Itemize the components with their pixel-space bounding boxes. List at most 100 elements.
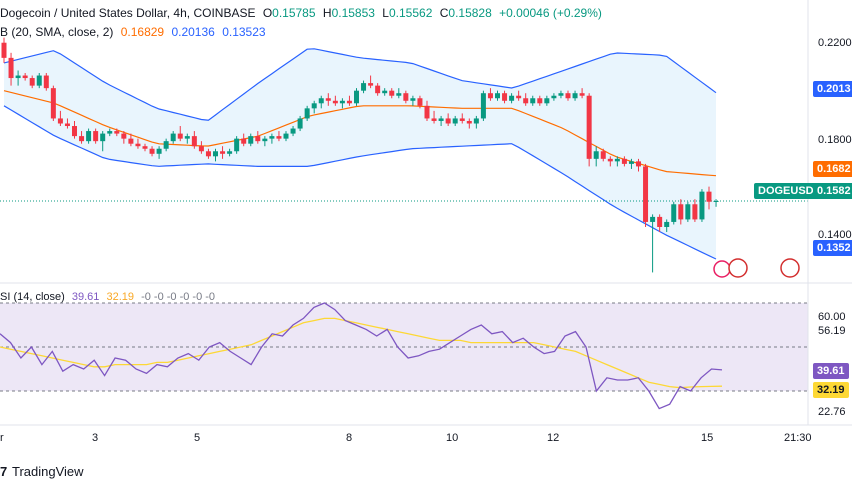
candle-body — [396, 93, 402, 96]
branding-text: TradingView — [12, 464, 84, 479]
candle-body — [424, 105, 430, 119]
bb-upper-line — [3, 48, 717, 121]
symbol-header: Dogecoin / United States Dollar, 4h, COI… — [0, 6, 606, 20]
us-flag-event-icon — [780, 258, 800, 278]
candle-body — [128, 138, 134, 144]
x-tick-0: r — [0, 432, 4, 444]
price-tick-0: 0.2200 — [818, 37, 852, 49]
candle-body — [325, 98, 331, 101]
candle-body — [64, 123, 70, 127]
symbol-title: Dogecoin / United States Dollar, 4h, COI… — [0, 6, 256, 20]
candle-body — [304, 108, 310, 119]
candle-body — [198, 146, 204, 152]
candle-body — [15, 75, 21, 79]
candle-body — [269, 136, 275, 139]
candle-body — [452, 118, 458, 124]
candle-body — [1, 42, 7, 58]
candle-body — [184, 136, 190, 139]
candle-body — [332, 100, 338, 104]
candle-body — [339, 100, 345, 104]
bb-lower-value: 0.13523 — [222, 25, 266, 39]
last-price-tag: 0.1582 — [813, 183, 852, 199]
rsi-header: SI (14, close) 39.61 32.19 -0 -0 -0 -0 -… — [0, 291, 219, 303]
rsi-ma-tag: 32.19 — [813, 382, 849, 398]
candle-body — [593, 151, 599, 159]
candle-body — [86, 131, 92, 142]
rsi-ma-value: 32.19 — [106, 291, 134, 303]
candle-body — [579, 93, 585, 96]
candle-body — [248, 136, 254, 144]
candle-body — [459, 118, 465, 121]
rsi-label: SI (14, close) — [0, 291, 65, 303]
candle-body — [473, 118, 479, 124]
change-value: +0.00046 (+0.29%) — [499, 6, 602, 20]
candle-body — [43, 75, 49, 89]
upper-band-tag: 0.2013 — [813, 81, 852, 97]
close-label: C — [439, 6, 449, 20]
candle-body — [72, 126, 77, 137]
candle-body — [699, 191, 705, 220]
us-flag-event-icon — [728, 258, 748, 278]
candle-body — [495, 93, 500, 99]
candle-body — [241, 138, 247, 144]
candle-body — [466, 120, 472, 124]
candle-body — [283, 133, 289, 139]
rsi-extra-values: -0 -0 -0 -0 -0 -0 — [141, 291, 216, 303]
candle-body — [713, 200, 719, 202]
x-tick-4: 10 — [446, 432, 459, 444]
candle-body — [523, 98, 529, 104]
bb-basis-line — [3, 90, 717, 177]
candle-body — [621, 158, 627, 164]
candle-body — [255, 136, 261, 142]
candle-body — [177, 133, 183, 139]
candle-body — [375, 85, 381, 94]
high-label: H — [322, 6, 332, 20]
candle-body — [636, 161, 641, 167]
x-tick-6: 15 — [701, 432, 714, 444]
candle-body — [191, 136, 197, 147]
candle-body — [114, 131, 120, 134]
low-value: 0.15562 — [388, 6, 433, 20]
candle-body — [290, 128, 296, 134]
candle-body — [551, 95, 557, 99]
candle-body — [685, 204, 691, 220]
candle-body — [227, 151, 233, 154]
candle-body — [297, 118, 303, 129]
candle-body — [57, 118, 63, 124]
rsi-pane[interactable] — [0, 302, 808, 410]
candle-body — [537, 98, 543, 104]
rsi-tick-0: 60.00 — [818, 311, 846, 323]
symbol-tag: DOGEUSD — [754, 183, 818, 199]
candle-body — [544, 98, 550, 104]
candle-body — [600, 151, 606, 159]
price-pane[interactable] — [0, 37, 808, 278]
candle-body — [36, 75, 42, 86]
candle-body — [318, 98, 324, 104]
candle-body — [516, 95, 522, 99]
candle-body — [692, 204, 698, 220]
rsi-ma-line — [0, 317, 723, 389]
low-label: L — [382, 6, 389, 20]
x-tick-5: 12 — [547, 432, 560, 444]
bb-basis-value: 0.16829 — [120, 25, 165, 39]
rsi-tick-2: 22.76 — [818, 406, 846, 418]
bb-lower-line — [3, 105, 717, 260]
candle-body — [276, 136, 282, 139]
candle-body — [657, 216, 663, 227]
candle-body — [558, 93, 564, 96]
tradingview-logo-icon: 7 — [0, 464, 8, 479]
rsi-tick-1: 56.19 — [818, 325, 846, 337]
candle-body — [445, 118, 451, 124]
lightning-event-icon — [713, 260, 731, 278]
candle-body — [29, 78, 35, 86]
rsi-line — [0, 302, 723, 410]
candle-body — [607, 158, 613, 162]
candle-body — [205, 151, 211, 157]
rsi-tag: 39.61 — [813, 363, 849, 379]
candle-body — [346, 100, 352, 104]
candle-body — [628, 161, 634, 164]
bb-header: B (20, SMA, close, 2) 0.16829 0.20136 0.… — [0, 25, 270, 39]
bb-label: B (20, SMA, close, 2) — [0, 25, 114, 39]
candle-body — [502, 93, 508, 101]
